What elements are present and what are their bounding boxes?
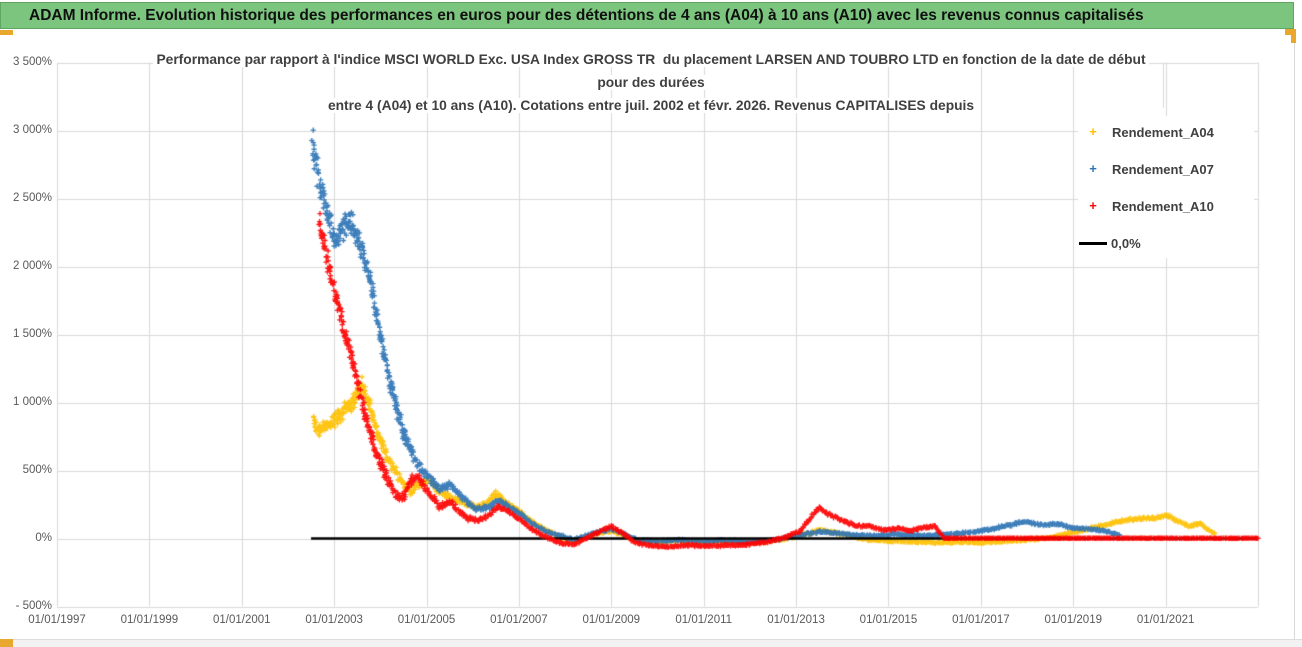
x-axis-tick-label: 01/01/2001 [212,614,271,626]
legend-label: Rendement_A07 [1112,161,1214,177]
x-axis-tick-label: 01/01/2011 [675,614,733,626]
header-banner: ADAM Informe. Evolution historique des p… [0,2,1294,29]
y-axis-tick-label: 3 000% [12,123,52,136]
header-banner-text: ADAM Informe. Evolution historique des p… [29,6,1144,24]
x-axis-tick-label: 01/01/2009 [582,614,641,626]
x-axis-tick-label: 01/01/2021 [1136,614,1195,626]
y-axis-tick-label: 2 500% [12,191,52,204]
x-axis-tick-label: 01/01/2019 [1044,614,1102,626]
x-axis-tick-label: 01/01/2013 [767,614,825,626]
x-axis-tick-label: 01/01/1999 [120,614,179,626]
x-axis-tick-label: 01/01/2007 [490,614,548,626]
gold-accent-top-left [0,30,13,35]
y-axis-tick-label: 0% [35,531,52,544]
legend-plus-marker: + [1089,161,1097,176]
chart-legend: + Rendement_A04 + Rendement_A07 + Rendement_A… [1078,116,1254,258]
x-axis-tick-label: 01/01/1997 [28,614,86,626]
legend-item-0-0-[interactable]: 0,0% [1078,233,1254,253]
legend-label: Rendement_A10 [1112,198,1214,214]
legend-plus-marker: + [1089,198,1097,213]
y-axis-tick-label: 1 500% [12,327,52,340]
legend-label: Rendement_A04 [1112,124,1214,140]
y-axis-tick-label: 500% [22,463,52,476]
horizontal-scrollbar-thumb[interactable] [0,639,13,647]
chart-area-right-border [1294,31,1295,639]
y-axis-tick-label: - 500% [15,599,52,612]
x-axis-tick-label: 01/01/2015 [859,614,918,626]
legend-item-rendement-a10[interactable]: + Rendement_A10 [1078,196,1254,216]
y-axis-tick-label: 1 000% [12,395,52,408]
gold-accent-top-right-v [1291,29,1296,43]
gold-accent-top-right-h [1285,29,1296,35]
legend-label: 0,0% [1111,235,1141,251]
x-axis-tick-label: 01/01/2003 [305,614,363,626]
y-axis-tick-label: 2 000% [12,259,52,272]
horizontal-scrollbar-track[interactable] [0,639,1302,647]
legend-item-rendement-a04[interactable]: + Rendement_A04 [1078,122,1254,142]
legend-plus-marker: + [1089,124,1097,139]
legend-item-rendement-a07[interactable]: + Rendement_A07 [1078,159,1254,179]
x-axis-tick-label: 01/01/2017 [952,614,1010,626]
legend-line-marker [1079,241,1107,245]
y-axis-tick-label: 3 500% [12,55,52,68]
x-axis-tick-label: 01/01/2005 [397,614,456,626]
